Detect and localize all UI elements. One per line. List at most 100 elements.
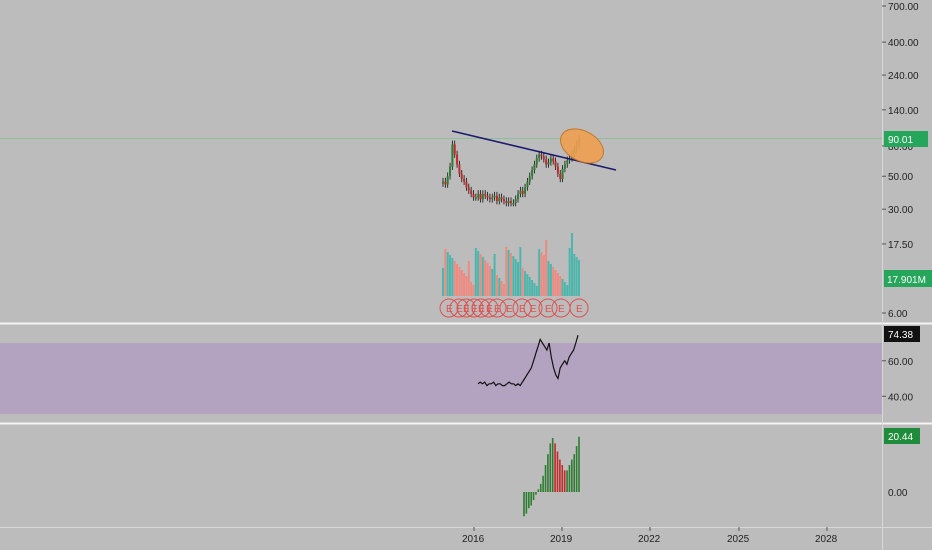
candle-body xyxy=(465,181,468,188)
earnings-marker xyxy=(439,298,459,318)
rsi-badge xyxy=(884,326,920,342)
candle-body xyxy=(491,197,494,200)
oscillator-bar xyxy=(535,492,537,495)
last-price-badge xyxy=(884,131,928,147)
x-tick-label: 2022 xyxy=(638,534,661,545)
time-axis[interactable]: 2016 2019 2022 2025 2028 xyxy=(462,527,838,545)
volume-bar xyxy=(540,252,543,296)
candle-body xyxy=(446,176,449,185)
volume-bar xyxy=(554,270,557,296)
x-tick-label: 2019 xyxy=(550,534,573,545)
volume-bar xyxy=(479,254,482,296)
candle-body xyxy=(486,195,489,198)
volume-bar xyxy=(507,250,510,296)
earnings-label: E xyxy=(456,304,463,315)
volume-bars xyxy=(442,233,580,296)
volume-bar xyxy=(463,273,466,296)
oscillator-bar xyxy=(551,438,554,492)
candle-body xyxy=(566,160,569,165)
candle-body xyxy=(467,187,470,191)
candle-body xyxy=(561,168,564,179)
candle-body xyxy=(444,181,447,185)
price-tick-label: 140.00 xyxy=(888,106,919,117)
x-tick-label: 2016 xyxy=(462,534,485,545)
volume-bar xyxy=(573,254,576,296)
price-tick-label: 30.00 xyxy=(888,205,913,216)
candle-body xyxy=(481,193,484,200)
highlight-ellipse[interactable] xyxy=(555,122,610,170)
volume-bar xyxy=(495,275,498,296)
candle-body xyxy=(514,199,517,204)
price-axis[interactable]: 700.00 400.00 240.00 140.00 80.00 50.00 30.00 1… xyxy=(882,2,919,320)
oscillator-bar xyxy=(568,465,571,492)
volume-bar xyxy=(456,264,459,296)
candle-body xyxy=(463,178,466,182)
earnings-label: E xyxy=(446,304,453,315)
volume-bar xyxy=(575,257,578,296)
candle-body xyxy=(517,193,520,200)
earnings-marker xyxy=(479,298,499,318)
candle-body xyxy=(533,164,536,171)
earnings-marker xyxy=(523,298,543,318)
price-tick-label: 700.00 xyxy=(888,2,919,13)
candle-body xyxy=(495,195,498,202)
earnings-label: E xyxy=(494,304,501,315)
volume-bar xyxy=(521,268,524,296)
volume-bar xyxy=(514,259,517,296)
earnings-label: E xyxy=(530,304,537,315)
volume-bar xyxy=(474,248,477,296)
earnings-label: E xyxy=(506,304,513,315)
volume-bar xyxy=(519,247,522,296)
candle-body xyxy=(542,156,545,160)
candle-body xyxy=(500,197,503,200)
oscillator-bar xyxy=(575,446,578,492)
candle-body xyxy=(549,158,552,163)
volume-bar xyxy=(510,253,512,296)
oscillator-bar xyxy=(542,475,544,492)
oscillator-bar xyxy=(559,459,561,492)
oscillator-bar xyxy=(523,492,525,517)
volume-badge xyxy=(884,270,932,287)
x-tick-label: 2028 xyxy=(815,534,838,545)
candle-body xyxy=(547,162,550,165)
earnings-marker xyxy=(569,298,589,318)
candle-body xyxy=(563,164,566,169)
candle-body xyxy=(519,190,522,194)
oscillator-bar xyxy=(532,492,535,501)
oscillator-bar xyxy=(571,459,573,492)
rsi-badge-text: 74.38 xyxy=(888,330,913,341)
candle-body xyxy=(505,201,508,204)
candle-body xyxy=(524,187,527,194)
earnings-label: E xyxy=(545,304,552,315)
volume-bar xyxy=(552,267,555,296)
candle-body xyxy=(460,173,463,179)
oscillator-badge xyxy=(884,428,920,444)
earnings-label: E xyxy=(463,304,470,315)
earnings-label: E xyxy=(576,304,583,315)
volume-bar xyxy=(528,277,531,296)
candle-body xyxy=(552,158,555,162)
volume-bar xyxy=(556,273,559,296)
volume-bar xyxy=(458,267,461,296)
oscillator-bar xyxy=(544,465,547,492)
volume-bar xyxy=(451,258,454,296)
candle-body xyxy=(540,154,543,157)
price-tick-label: 6.00 xyxy=(888,309,908,320)
candle-body xyxy=(442,181,444,184)
candle-body xyxy=(535,158,538,165)
rsi-tick-label: 40.00 xyxy=(888,392,913,403)
earnings-marker xyxy=(464,298,484,318)
candle-body xyxy=(502,199,505,202)
oscillator-bar xyxy=(549,443,552,492)
price-tick-label: 240.00 xyxy=(888,71,919,82)
volume-bar xyxy=(578,260,580,296)
candle-body xyxy=(531,170,534,177)
rsi-band xyxy=(0,343,882,414)
volume-bar xyxy=(505,247,508,296)
candle-body xyxy=(528,176,531,182)
candle-body xyxy=(451,144,454,167)
earnings-marker xyxy=(456,298,476,318)
volume-bar xyxy=(444,249,447,296)
volume-bar xyxy=(491,269,494,296)
